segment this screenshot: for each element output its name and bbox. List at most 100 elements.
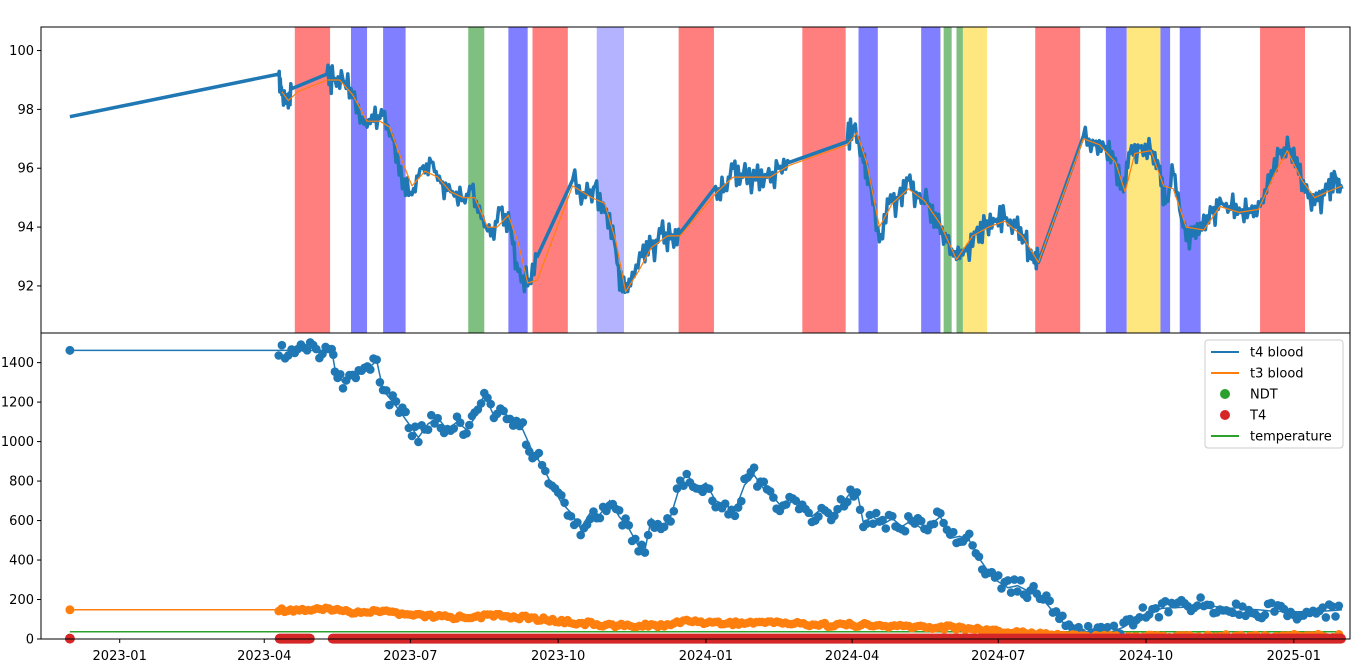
bottom-x-tick-label: 2023-10 [531, 649, 585, 664]
t4-blood-marker [1067, 623, 1077, 633]
t4-blood-marker [637, 540, 646, 550]
t4-blood-marker [871, 508, 881, 518]
t4-blood-marker [666, 517, 675, 526]
bottom-y-tick-label: 200 [9, 593, 34, 608]
t4-blood-marker [1151, 604, 1160, 613]
t4-blood-marker [1058, 611, 1067, 621]
t4-blood-marker [708, 496, 717, 506]
bottom-x-tick-label: 2023-07 [383, 649, 437, 664]
t4-blood-marker [737, 496, 746, 506]
band-14 [962, 27, 988, 333]
band-8 [678, 27, 714, 333]
t3-blood-marker [65, 605, 75, 615]
t4-blood-marker [525, 447, 534, 456]
t4-blood-marker [814, 512, 823, 521]
t4-blood-marker [994, 571, 1003, 580]
t4-blood-marker [1334, 601, 1344, 611]
t4-blood-marker [733, 503, 743, 512]
t4-blood-marker [1331, 612, 1340, 621]
t4-blood-marker [462, 429, 471, 438]
t4-blood-marker [965, 529, 974, 539]
t4-blood-marker [407, 431, 417, 441]
t4-blood-marker [391, 397, 401, 406]
t4-blood-marker [704, 484, 714, 494]
t4-blood-marker [614, 506, 624, 515]
bottom-x-tick-label: 2024-01 [679, 649, 733, 664]
t4-blood-marker [1003, 576, 1013, 585]
t4-blood-marker [621, 514, 630, 523]
t4-blood-marker [1321, 613, 1331, 622]
t4-blood-marker [595, 513, 605, 523]
t4-blood-marker [759, 477, 769, 487]
bottom-x-tick-label: 2025-01 [1267, 649, 1321, 664]
legend-items: t4 blood t3 blood NDT T4 temperature [1211, 346, 1332, 445]
t4-blood-marker [878, 515, 887, 525]
t4-blood-marker [823, 508, 833, 518]
t4-blood-marker [433, 413, 443, 423]
t4-blood-marker [900, 526, 910, 536]
bottom-x-tick-label: 2023-01 [93, 649, 147, 664]
t4-blood-marker [769, 493, 778, 502]
top-series-smoothed-line [281, 79, 1343, 293]
t4-blood-marker [804, 508, 813, 518]
t4-blood-marker [1109, 621, 1119, 631]
bottom-y-tick-label: 800 [9, 475, 34, 490]
band-19 [1179, 27, 1201, 333]
t4-blood-marker [465, 420, 474, 430]
legend-label: t3 blood [1250, 367, 1304, 382]
t4-blood-marker [974, 552, 984, 561]
t4-blood-marker [1022, 593, 1032, 603]
t4-blood-marker [968, 541, 977, 550]
top-y-tick-label: 98 [17, 103, 34, 118]
band-11 [921, 27, 941, 333]
bottom-y-tick-label: 0 [26, 633, 34, 648]
t4-blood-marker [852, 488, 862, 497]
t4-blood-marker [302, 346, 312, 355]
bottom-panel-chart: 0 200 400 600 800 1000 1200 1400 2023-01 2023-04… [1, 332, 1351, 664]
top-y-tick-label: 100 [9, 44, 34, 59]
t4-blood-marker [277, 340, 287, 350]
legend-swatch-marker [1220, 410, 1230, 420]
bottom-panel-y-axis: 0 200 400 600 800 1000 1200 1400 [1, 356, 41, 648]
t4-blood-marker [618, 521, 627, 530]
t4-blood-marker [1029, 581, 1038, 591]
t4-blood-marker [1193, 601, 1202, 610]
t4-blood-marker [1164, 607, 1173, 617]
t4-blood-marker [404, 423, 414, 433]
t4-blood-marker [631, 534, 640, 544]
bottom-panel-x-axis: 2023-01 2023-04 2023-07 2023-10 2024-01 2024-… [93, 639, 1321, 664]
t4-blood-marker [830, 511, 839, 521]
t4-blood-marker [410, 422, 420, 432]
t4-blood-marker [672, 484, 682, 493]
t4-blood-marker [1238, 602, 1247, 611]
t4-blood-marker [534, 448, 544, 458]
top-panel-y-axis: 92 94 96 98 100 [9, 44, 41, 294]
bottom-y-tick-label: 1000 [1, 435, 34, 450]
t4-blood-marker [929, 519, 939, 529]
t4-blood-marker [366, 365, 375, 374]
t4-blood-marker [855, 505, 865, 514]
t4-blood-marker [669, 506, 679, 516]
t4-blood-marker [1154, 612, 1164, 622]
t4-blood-marker [312, 344, 321, 354]
t4-blood-marker [576, 530, 585, 540]
t4-blood-marker [624, 521, 634, 530]
t4-blood-marker [1260, 610, 1270, 620]
bottom-x-tick-label: 2024-10 [1119, 649, 1173, 664]
top-panel-lines [69, 63, 1344, 295]
t4-blood-marker [336, 370, 345, 379]
t4-blood-marker [730, 511, 740, 521]
legend-label: T4 [1249, 409, 1266, 424]
t4-blood-marker [1010, 575, 1019, 584]
t4-blood-marker [643, 530, 653, 540]
t4-blood-marker [888, 511, 897, 521]
t4-blood-marker [720, 499, 730, 509]
chart-legend: t4 blood t3 blood NDT T4 temperature [1204, 339, 1344, 449]
t4-blood-marker [1135, 613, 1144, 622]
legend-box [1204, 339, 1344, 449]
t4-blood-marker [372, 355, 382, 365]
t4-blood-marker [862, 519, 871, 528]
band-6 [532, 27, 568, 333]
t4-blood-marker [939, 518, 948, 528]
top-panel-chart: 92 94 96 98 100 [9, 26, 1351, 334]
